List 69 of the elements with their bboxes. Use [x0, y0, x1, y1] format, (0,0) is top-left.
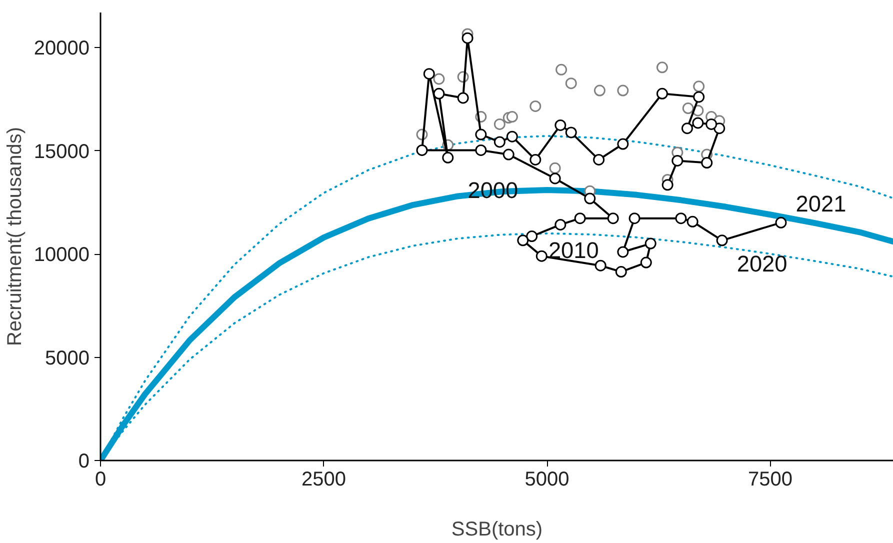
point: [640, 256, 652, 268]
point: [442, 152, 454, 164]
point: [556, 64, 568, 76]
point: [617, 138, 629, 150]
point: [416, 144, 428, 156]
point: [517, 234, 529, 246]
point: [565, 78, 577, 90]
point: [423, 68, 435, 80]
point: [457, 92, 469, 104]
point: [502, 148, 514, 160]
annotation: 2020: [736, 250, 788, 276]
point: [775, 216, 787, 228]
x-tick-label: 0: [94, 468, 106, 490]
y-tick-label: 5000: [45, 347, 90, 370]
point: [656, 88, 668, 100]
y-tick-label: 10000: [34, 244, 90, 266]
y-axis-title: Recruitment( thousands): [4, 127, 26, 346]
point: [494, 118, 506, 130]
point: [662, 179, 674, 191]
point: [565, 126, 577, 138]
point: [594, 260, 606, 272]
point: [656, 62, 668, 74]
point: [549, 172, 561, 184]
point: [433, 88, 445, 100]
point: [693, 91, 705, 103]
y-tick-label: 20000: [34, 38, 90, 60]
point: [574, 212, 586, 224]
point: [530, 154, 542, 166]
point: [526, 230, 538, 242]
point: [706, 118, 718, 130]
y-tick-label: 0: [78, 450, 90, 472]
annotation: 2021: [796, 190, 846, 217]
point: [701, 157, 713, 169]
annotation: 2010: [548, 237, 599, 264]
point: [530, 100, 542, 112]
point: [628, 212, 640, 224]
point: [462, 32, 474, 44]
point: [716, 234, 728, 246]
x-axis-title: SSB(tons): [451, 518, 543, 540]
point: [506, 111, 518, 122]
point: [554, 119, 566, 131]
point: [672, 154, 684, 166]
point: [714, 122, 726, 134]
point: [692, 117, 704, 129]
x-tick-label: 5000: [524, 468, 570, 490]
x-tick-label: 2500: [302, 468, 346, 490]
point: [494, 136, 506, 148]
point: [607, 212, 619, 224]
point: [617, 246, 629, 258]
point: [681, 122, 693, 134]
point: [686, 216, 698, 228]
y-tick-label: 15000: [34, 140, 90, 163]
point: [554, 218, 566, 230]
point: [475, 128, 487, 140]
point: [644, 238, 656, 250]
point: [675, 212, 687, 224]
point: [615, 266, 627, 278]
x-tick-label: 7500: [748, 468, 793, 490]
point: [594, 84, 606, 96]
point: [475, 144, 487, 156]
point: [506, 130, 518, 142]
point: [536, 250, 548, 262]
point: [682, 102, 694, 114]
point: [433, 73, 445, 85]
point: [549, 162, 561, 174]
point: [584, 192, 596, 204]
point: [617, 84, 629, 96]
point: [593, 154, 605, 166]
point: [693, 80, 705, 92]
